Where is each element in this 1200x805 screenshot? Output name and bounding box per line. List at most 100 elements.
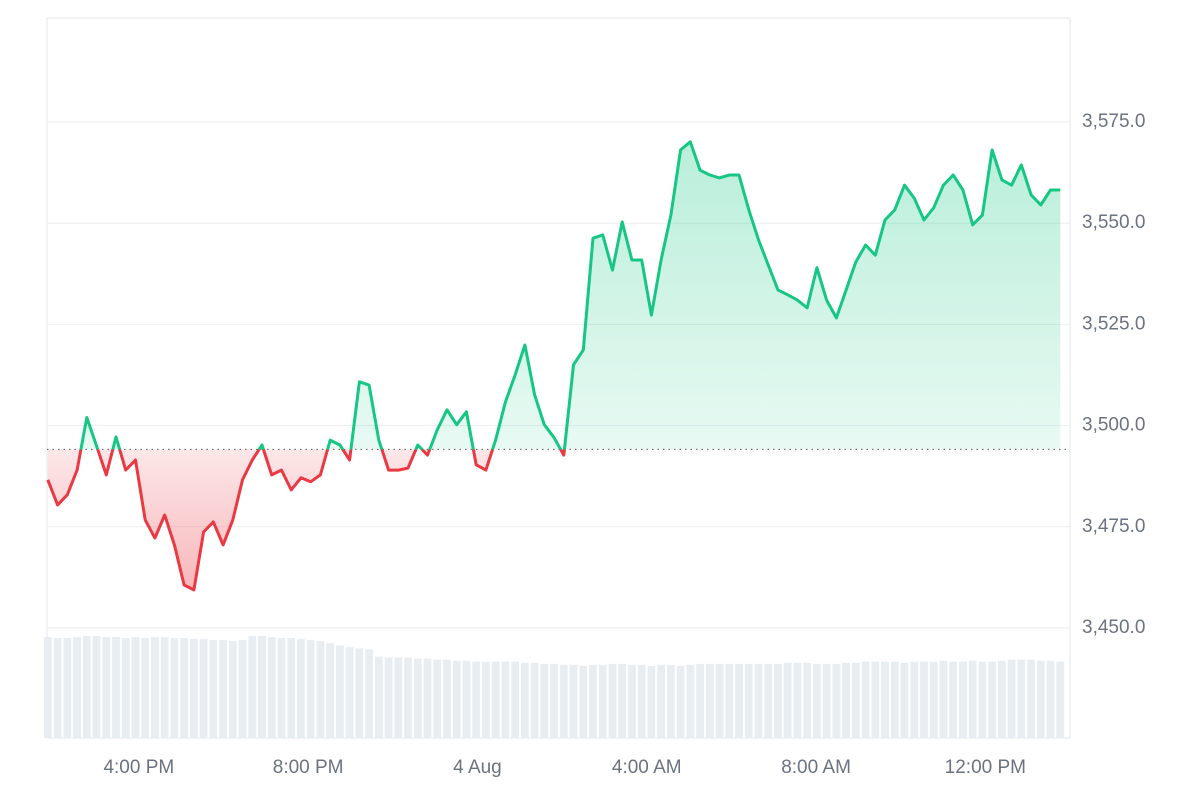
volume-bar [277,638,286,738]
volume-bar [735,663,743,738]
x-tick-label: 8:00 AM [781,757,851,778]
plot-frame [46,17,1071,739]
volume-bar [452,660,461,738]
volume-bar [725,663,734,738]
volume-bar [170,638,179,738]
volume-bar [579,665,588,738]
volume-bar [744,663,753,738]
volume-bar [102,637,111,738]
volume-bar [559,664,568,738]
volume-bar [910,661,919,738]
volume-bar [180,638,189,738]
volume-bar [73,637,81,738]
volume-bar [433,659,442,738]
volume-bar [82,636,91,738]
y-tick-label: 3,450.0 [1082,617,1145,638]
volume-bar [501,661,510,738]
volume-bar [355,648,364,738]
volume-bar [803,662,812,738]
price-line [46,140,1061,592]
volume-bar [920,661,928,738]
volume-bar [394,657,403,738]
volume-bar [764,663,773,738]
volume-bar [949,661,958,738]
volume-bar [121,638,130,738]
volume-bar [112,637,120,738]
volume-bar [92,636,101,738]
volume-bar [978,661,987,738]
volume-bar [774,663,782,738]
volume-bar [715,663,724,738]
volume-bar [345,647,354,738]
volume-bar [248,636,257,738]
volume-bar [238,640,247,738]
volume-bar [618,663,627,738]
volume-bar [189,639,198,738]
volume-bar [647,665,656,738]
volume-bar [968,660,977,738]
volume-bar [637,664,646,738]
volume-bar [822,663,831,738]
y-tick-label: 3,575.0 [1082,111,1145,132]
volume-bar [851,662,860,738]
volume-bar [43,637,52,738]
volume-bar [297,639,305,738]
volume-bar [443,659,451,738]
volume-bar [939,660,948,738]
volume-bar [209,640,218,738]
x-tick-label: 4:00 PM [103,757,174,778]
volume-bar [871,661,880,738]
volume-bar [287,638,296,738]
volume-bar [306,640,315,738]
volume-bar [267,637,276,738]
price-area [47,141,1061,590]
volume-bar [316,641,325,738]
volume-bar [219,640,227,738]
volume-bar [1046,660,1055,738]
volume-bar [131,637,140,738]
volume-bar [569,664,578,738]
x-tick-label: 8:00 PM [273,757,344,778]
volume-bar [793,662,802,738]
volume-bar [1027,659,1035,738]
volume-bar [598,664,607,738]
volume-bar [881,661,889,738]
volume-bar [754,663,763,738]
volume-bar [413,658,422,738]
volume-bar [589,664,597,738]
volume-bar [335,645,344,738]
volume-bar [472,661,481,738]
volume-bar [813,663,821,738]
volume-bar [326,643,335,738]
volume-bar [141,638,150,738]
volume-bar [1036,660,1045,738]
volume-bar [666,664,675,738]
volume-bar [462,660,471,738]
volume-bar [959,661,967,738]
volume-bar [988,661,997,738]
volume-bar [842,662,850,738]
volume-bar [520,662,529,738]
volume-bar [657,664,666,738]
volume-bar [511,661,520,738]
volume-bar [686,664,695,738]
volume-bar [628,664,636,738]
volume-bar [53,638,62,738]
y-tick-label: 3,475.0 [1082,516,1145,537]
y-tick-label: 3,525.0 [1082,313,1145,334]
x-tick-label: 12:00 PM [945,757,1026,778]
volume-bar [696,663,704,738]
x-tick-label: 4 Aug [453,757,502,778]
volume-bar [705,663,714,738]
volume-bar [365,649,373,738]
volume-bar [482,661,490,738]
volume-bar [890,661,899,738]
volume-bar [550,663,558,738]
volume-bar [404,657,412,738]
volume-bar [199,639,208,738]
volume-bar [997,660,1006,738]
volume-bar [374,656,383,738]
volume-bar [540,663,549,738]
volume-bar [384,657,393,738]
volume-bar [258,636,266,738]
